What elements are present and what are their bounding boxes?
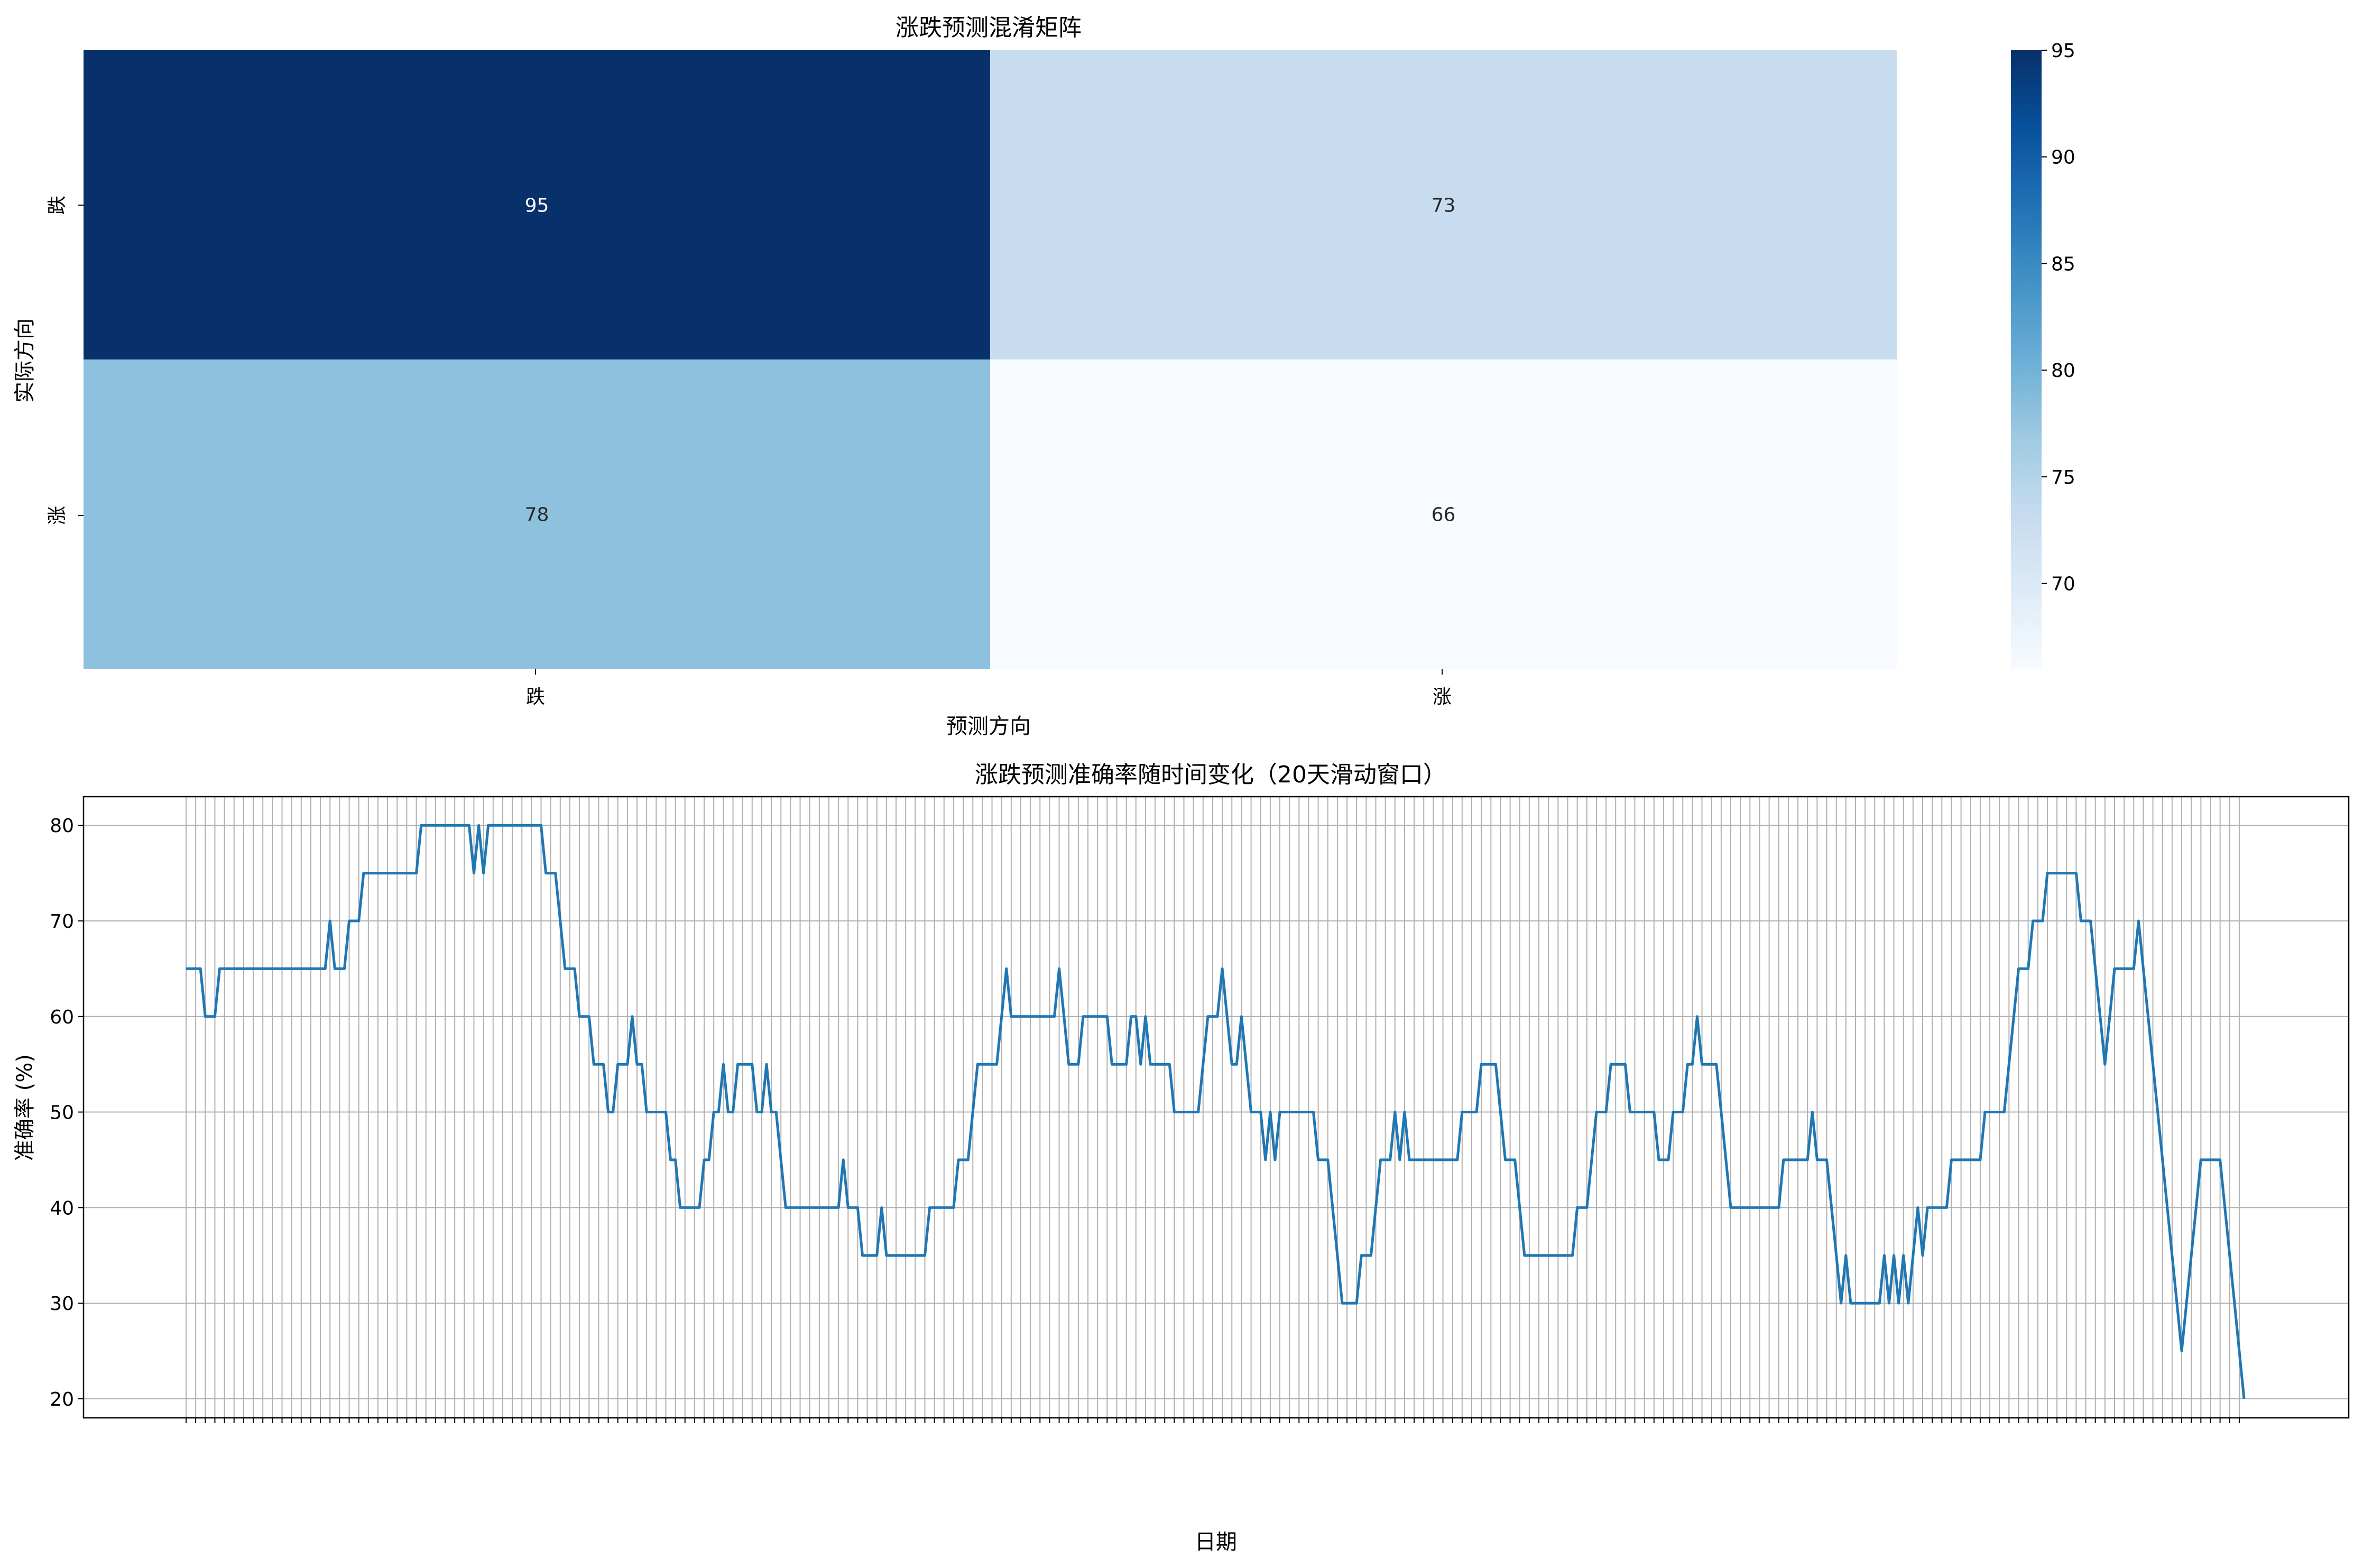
heatmap-cells: [84, 50, 1897, 669]
line-y-tick-label-3: 50: [50, 1102, 74, 1124]
accuracy-series-line: [186, 824, 2246, 1399]
heatmap-y-tick-label-2: 涨: [47, 506, 68, 525]
line-plot-frame: [82, 796, 2350, 1419]
heatmap-y-tick-label-1: 跌: [47, 196, 68, 215]
heatmap-cell-label-0-1: 73: [1432, 195, 1456, 217]
line-y-tick-label-2: 40: [50, 1197, 74, 1219]
heatmap-title: 涨跌预测混淆矩阵: [896, 14, 1082, 41]
heatmap-x-tick-label-1: 跌: [526, 686, 545, 708]
heatmap-x-axis-label: 预测方向: [946, 714, 1031, 739]
heatmap-cell-1-1: [990, 359, 1897, 669]
colorbar-tick-label-4: 90: [2051, 147, 2075, 169]
line-y-tick-label-4: 60: [50, 1007, 74, 1028]
colorbar: [2011, 50, 2042, 669]
colorbar-tick-label-2: 80: [2051, 360, 2075, 382]
heatmap-cell-1-0: [84, 359, 990, 669]
heatmap-y-axis-label: 实际方向: [13, 318, 37, 403]
line-x-gridlines: [186, 797, 2240, 1418]
line-x-ticks: [186, 1418, 2240, 1423]
heatmap-chart: 涨跌预测混淆矩阵 95 73 78 66 跌 涨 预测方向 跌 涨 实际方向: [13, 14, 2075, 739]
line-y-tick-label-6: 80: [50, 815, 74, 837]
line-x-axis-label: 日期: [1195, 1530, 1237, 1554]
heatmap-cell-label-0-0: 95: [525, 195, 549, 217]
heatmap-x-tick-label-2: 涨: [1433, 686, 1452, 708]
colorbar-tick-label-0: 70: [2051, 574, 2075, 595]
line-y-ticks: 20 30 40 50 60 70 80: [50, 815, 84, 1410]
line-title: 涨跌预测准确率随时间变化（20天滑动窗口）: [975, 761, 1446, 788]
line-y-tick-label-0: 20: [50, 1389, 74, 1410]
colorbar-tick-label-5: 95: [2051, 40, 2075, 62]
line-y-axis-label: 准确率 (%): [13, 1054, 37, 1161]
colorbar-tick-label-1: 75: [2051, 467, 2075, 488]
colorbar-ticks: 70 75 80 85 90 95: [2042, 40, 2075, 595]
colorbar-tick-label-3: 85: [2051, 253, 2075, 275]
heatmap-cell-0-1: [990, 50, 1897, 359]
heatmap-cell-labels: 95 73 78 66: [525, 195, 1456, 526]
heatmap-cell-label-1-0: 78: [525, 504, 549, 526]
heatmap-cell-label-1-1: 66: [1432, 504, 1456, 526]
heatmap-cell-0-0: [84, 50, 990, 359]
line-y-tick-label-1: 30: [50, 1293, 74, 1315]
line-y-tick-label-5: 70: [50, 911, 74, 933]
